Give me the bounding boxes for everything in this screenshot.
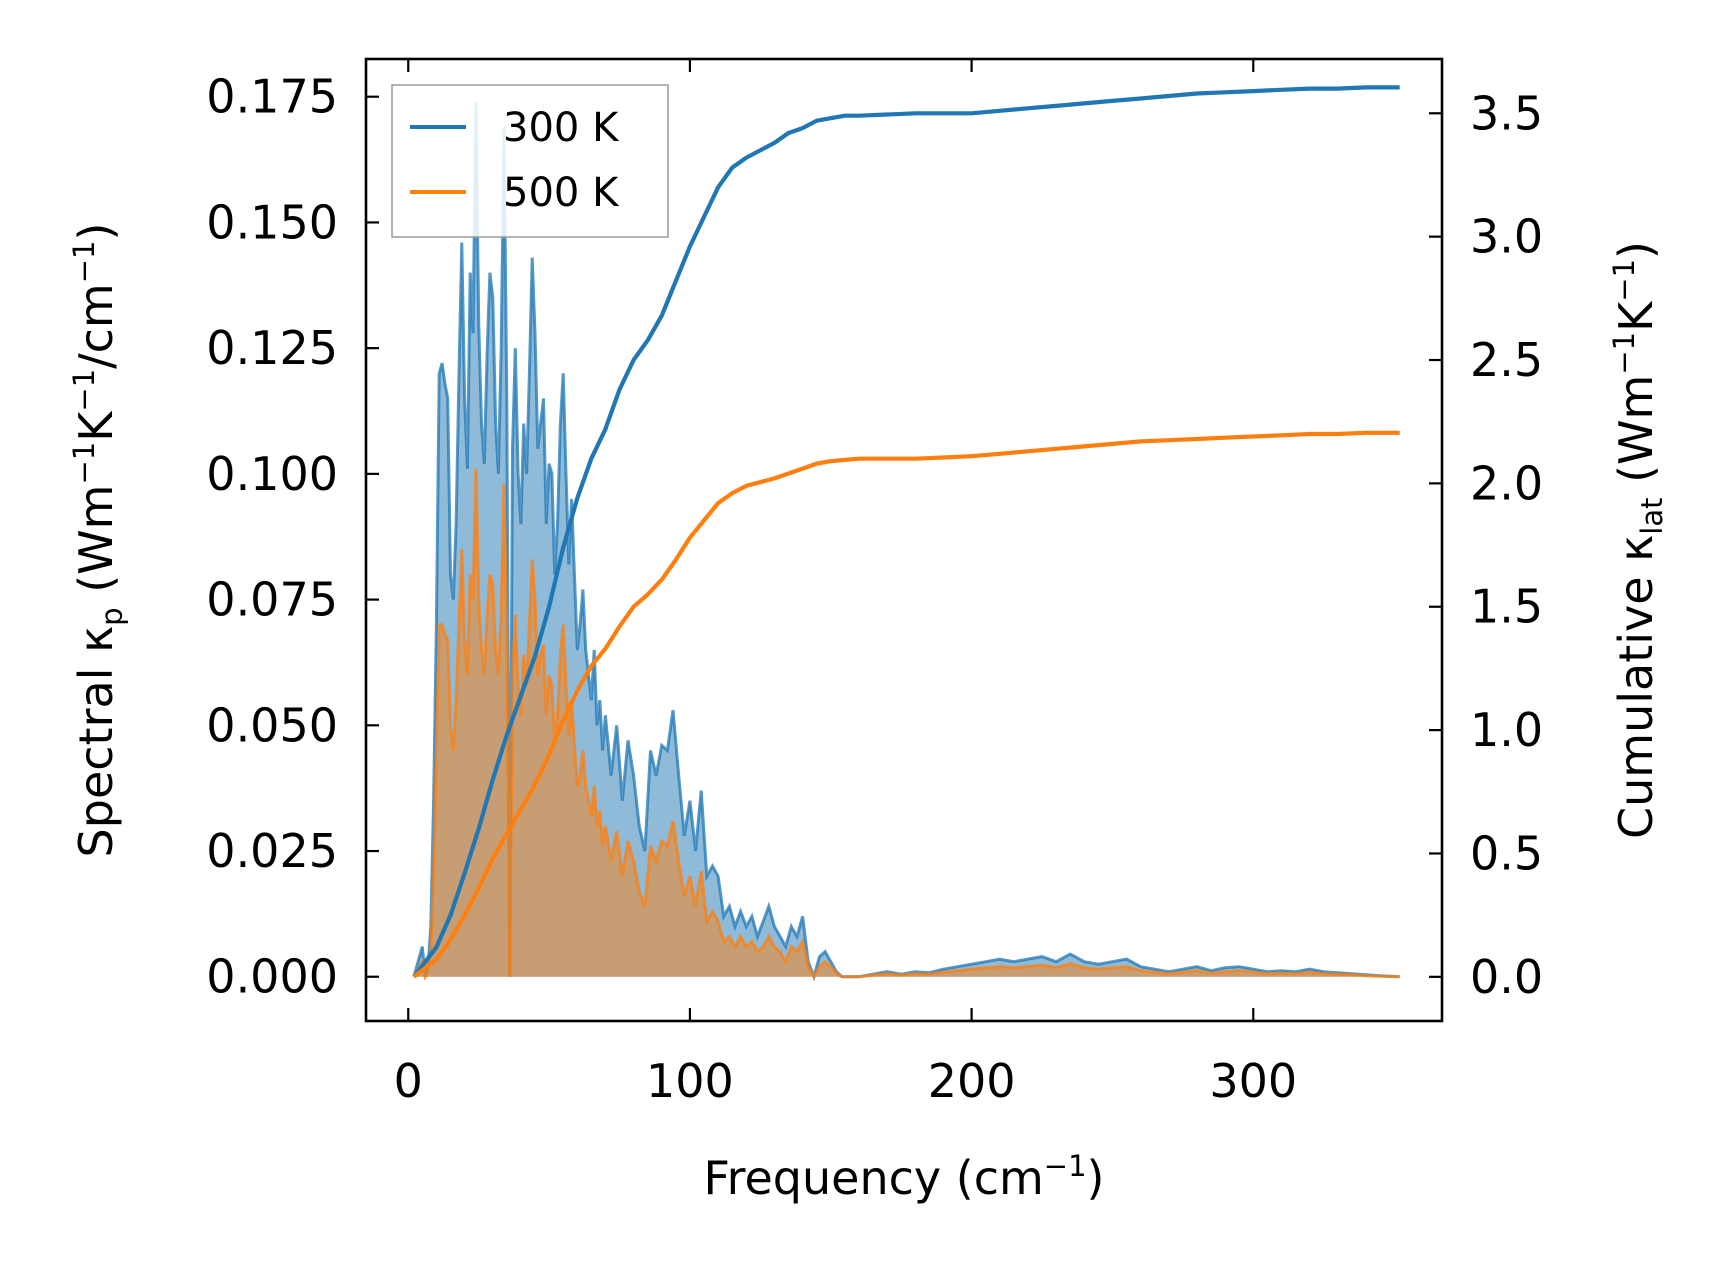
x-tick-label: 0 — [394, 1054, 423, 1108]
y-left-tick-label: 0.100 — [206, 447, 338, 501]
plot-frame — [364, 57, 1444, 1023]
x-tick-label: 100 — [646, 1054, 734, 1108]
y-left-tick-label: 0.175 — [206, 70, 338, 124]
y-left-tick-label: 0.050 — [206, 698, 338, 752]
x-axis-title: Frequency (cm−1) — [703, 1149, 1104, 1205]
legend-frame — [391, 84, 669, 238]
spectral-line-300k — [412, 101, 1400, 982]
y-right-tick-label: 1.5 — [1470, 580, 1543, 634]
x-tick-label: 200 — [928, 1054, 1016, 1108]
spectral-line-500k — [412, 468, 1400, 982]
y-axis-title-left: Spectral κp (Wm−1K−1/cm−1) — [67, 223, 129, 858]
spectral-areas — [412, 101, 1400, 982]
y-right-tick-label: 0.5 — [1470, 826, 1543, 880]
y-left-tick-label: 0.125 — [206, 321, 338, 375]
cumulative-lines — [412, 85, 1400, 979]
y-left-tick-label: 0.025 — [206, 824, 338, 878]
y-right-tick-label: 0.0 — [1470, 950, 1543, 1004]
y-axis-title-right: Cumulative κlat (Wm−1K−1) — [1607, 241, 1669, 839]
axis-ticks: 0 100 200 300 0.000 0.025 0.050 0.075 0.100 0.125… — [206, 59, 1543, 1108]
y-right-tick-label: 2.0 — [1470, 456, 1543, 510]
x-tick-label: 300 — [1209, 1054, 1297, 1108]
y-right-tick-label: 3.0 — [1470, 210, 1543, 264]
cumulative-line-500k — [412, 430, 1400, 979]
legend-label-300k: 300 K — [503, 105, 620, 151]
y-left-tick-label: 0.000 — [206, 950, 338, 1004]
y-right-tick-label: 2.5 — [1470, 333, 1543, 387]
y-left-tick-label: 0.075 — [206, 573, 338, 627]
y-left-tick-label: 0.150 — [206, 195, 338, 249]
legend: 300 K 500 K — [391, 84, 669, 238]
y-right-tick-label: 1.0 — [1470, 703, 1543, 757]
cumulative-line-300k — [412, 85, 1400, 979]
legend-label-500k: 500 K — [503, 170, 620, 216]
y-right-tick-label: 3.5 — [1470, 86, 1543, 140]
